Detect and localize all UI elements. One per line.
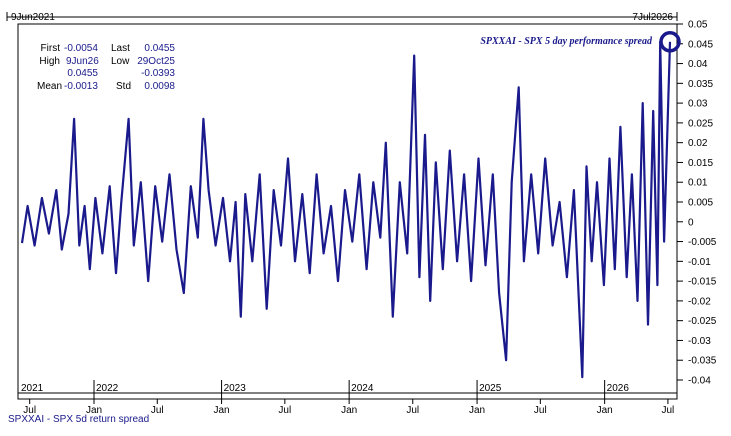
x-axis: 2021 2022 2023 2024 2025 2026 Jul Jan Jul Jan Jul J…: [18, 380, 677, 416]
plot-frame: [17, 23, 678, 400]
stat-low-date: 29Oct25: [137, 56, 175, 67]
y-tick-label: -0.03: [688, 336, 711, 347]
stat-high-value: 0.0455: [67, 68, 98, 79]
month-label: Jan: [86, 405, 102, 416]
y-tick-label: 0.025: [688, 118, 713, 129]
stats-block: First -0.0054 Last 0.0455 High 9Jun26 Lo…: [37, 43, 175, 92]
y-tick-label: 0: [688, 217, 694, 228]
y-tick-label: 0.05: [688, 20, 708, 31]
y-tick-label: 0.01: [688, 178, 708, 189]
year-label: 2022: [96, 383, 119, 394]
month-label: Jul: [534, 405, 547, 416]
stat-mean-value: -0.0013: [64, 81, 98, 92]
footer-series-label: SPXXAI - SPX 5d return spread: [8, 414, 150, 425]
y-tick-label: -0.02: [688, 296, 711, 307]
year-label: 2023: [224, 383, 247, 394]
month-label: Jul: [406, 405, 419, 416]
y-axis: 0.05 0.045 0.04 0.035 0.03 0.025 0.02 0.015 0.01…: [677, 20, 717, 387]
month-label: Jan: [597, 405, 613, 416]
month-label: Jan: [214, 405, 230, 416]
y-tick-label: -0.04: [688, 376, 711, 387]
month-label: Jul: [151, 405, 164, 416]
stat-first-value: -0.0054: [64, 43, 98, 54]
stat-mean-label: Mean: [37, 81, 62, 92]
y-tick-label: 0.015: [688, 158, 713, 169]
y-tick-label: -0.01: [688, 257, 711, 268]
year-label: 2025: [479, 383, 502, 394]
stat-last-value: 0.0455: [144, 43, 175, 54]
range-end-label: 7Jul2026: [632, 12, 673, 23]
stat-low-label: Low: [111, 56, 130, 67]
stat-std-value: 0.0098: [144, 81, 175, 92]
y-tick-label: -0.035: [688, 356, 717, 367]
y-tick-label: 0.005: [688, 198, 713, 209]
y-tick-label: -0.025: [688, 316, 717, 327]
y-tick-label: 0.045: [688, 39, 713, 50]
series-layer: [20, 31, 681, 379]
y-tick-label: -0.005: [688, 237, 717, 248]
year-label: 2024: [351, 383, 374, 394]
month-label: Jul: [662, 405, 675, 416]
y-tick-label: 0.02: [688, 138, 708, 149]
year-label: 2021: [21, 383, 44, 394]
chart-title: SPXXAI - SPX 5 day performance spread: [480, 36, 653, 47]
stat-first-label: First: [41, 43, 61, 54]
stat-std-label: Std: [116, 81, 131, 92]
last-value-highlight-circle: [659, 31, 681, 53]
month-label: Jul: [23, 405, 36, 416]
year-label: 2026: [607, 383, 630, 394]
month-label: Jan: [469, 405, 485, 416]
stat-high-label: High: [39, 56, 60, 67]
month-label: Jan: [341, 405, 357, 416]
y-tick-label: -0.015: [688, 277, 717, 288]
stat-high-date: 9Jun26: [66, 56, 99, 67]
stat-low-value: -0.0393: [141, 68, 175, 79]
month-label: Jul: [278, 405, 291, 416]
range-start-label: 9Jun2021: [11, 12, 55, 23]
series-line: [20, 40, 672, 379]
y-tick-label: 0.04: [688, 59, 708, 70]
stat-last-label: Last: [111, 43, 130, 54]
y-tick-label: 0.03: [688, 99, 708, 110]
y-tick-label: 0.035: [688, 79, 713, 90]
